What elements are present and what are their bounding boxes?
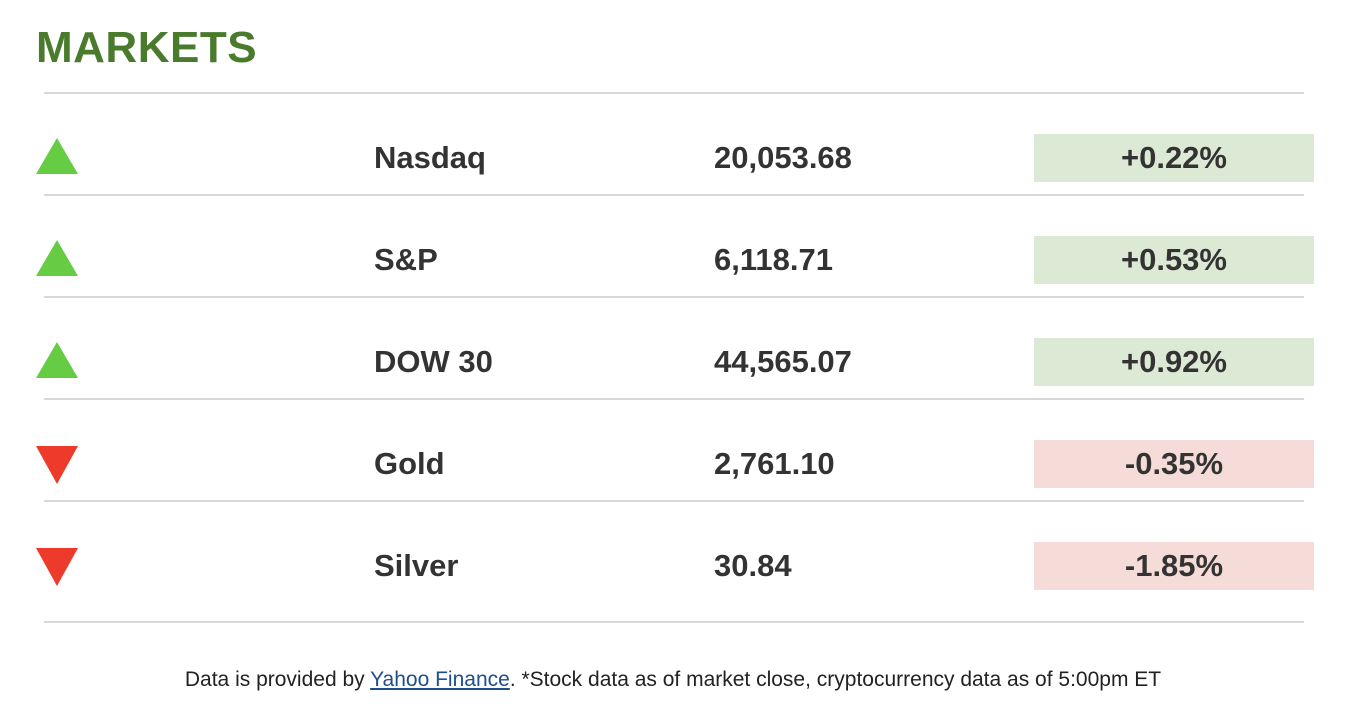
data-source-footer: Data is provided by Yahoo Finance. *Stoc…: [0, 666, 1346, 694]
triangle-up-icon: [36, 138, 78, 174]
market-value: 44,565.07: [714, 344, 852, 379]
market-name: Gold: [374, 446, 445, 481]
change-badge: -0.35%: [1034, 440, 1314, 488]
market-name: S&P: [374, 242, 438, 277]
market-value: 6,118.71: [714, 242, 833, 277]
market-row-silver: Silver 30.84 -1.85%: [36, 502, 1314, 623]
market-row-nasdaq: Nasdaq 20,053.68 +0.22%: [36, 94, 1314, 196]
markets-table: Nasdaq 20,053.68 +0.22% S&P 6,118.71 +0.…: [36, 92, 1314, 623]
change-badge: +0.53%: [1034, 236, 1314, 284]
market-row-gold: Gold 2,761.10 -0.35%: [36, 400, 1314, 502]
market-row-dow30: DOW 30 44,565.07 +0.92%: [36, 298, 1314, 400]
triangle-up-icon: [36, 342, 78, 378]
change-badge: -1.85%: [1034, 542, 1314, 590]
market-name: Nasdaq: [374, 140, 486, 175]
market-row-sp: S&P 6,118.71 +0.53%: [36, 196, 1314, 298]
yahoo-finance-link[interactable]: Yahoo Finance: [370, 668, 510, 691]
change-badge: +0.22%: [1034, 134, 1314, 182]
footer-prefix: Data is provided by: [184, 668, 371, 691]
change-badge: +0.92%: [1034, 338, 1314, 386]
market-name: DOW 30: [374, 344, 493, 379]
market-value: 20,053.68: [714, 140, 852, 175]
market-value: 2,761.10: [714, 446, 835, 481]
footer-suffix: . *Stock data as of market close, crypto…: [509, 668, 1162, 691]
page-title: MARKETS: [36, 23, 258, 72]
market-name: Silver: [374, 548, 459, 583]
triangle-up-icon: [36, 240, 78, 276]
triangle-down-icon: [36, 548, 78, 586]
market-value: 30.84: [714, 548, 792, 583]
triangle-down-icon: [36, 446, 78, 484]
